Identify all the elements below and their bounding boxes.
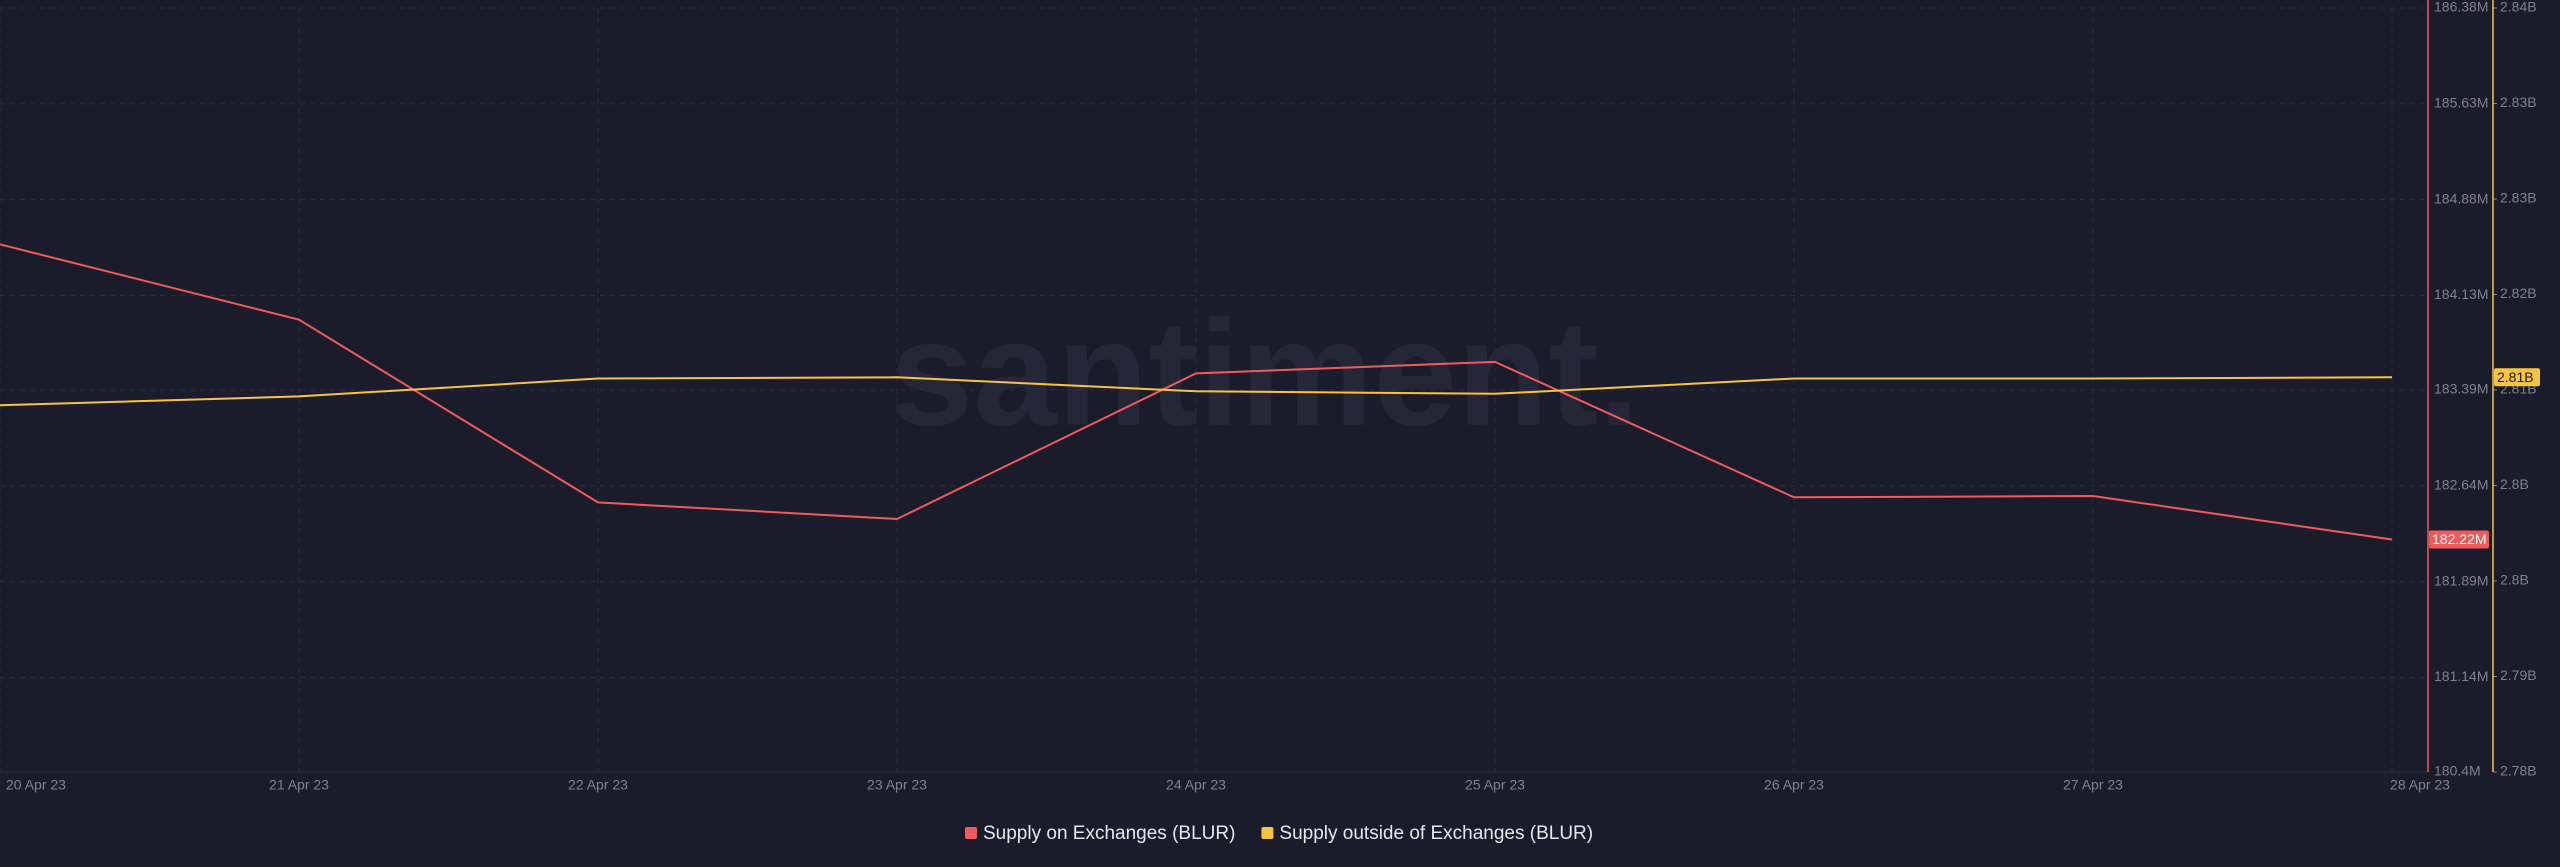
legend-label: Supply on Exchanges (BLUR) bbox=[983, 823, 1235, 844]
value-label: 2.81B bbox=[2497, 369, 2534, 385]
last-value-badge: 2.81B bbox=[2494, 368, 2540, 387]
y-tick-label: 180.4M bbox=[2434, 763, 2481, 779]
y2-tick-label: 2.82B bbox=[2500, 285, 2537, 301]
legend-swatch bbox=[965, 827, 977, 839]
x-tick-label: 22 Apr 23 bbox=[568, 777, 628, 793]
y-tick-label: 184.13M bbox=[2434, 286, 2488, 302]
y2-tick-label: 2.83B bbox=[2500, 190, 2537, 206]
x-tick-label: 23 Apr 23 bbox=[867, 777, 927, 793]
y2-tick-label: 2.78B bbox=[2500, 763, 2537, 779]
badge-bg bbox=[2429, 530, 2489, 549]
x-tick-label: 25 Apr 23 bbox=[1465, 777, 1525, 793]
y2-tick-label: 2.79B bbox=[2500, 667, 2537, 683]
y-tick-label: 181.89M bbox=[2434, 572, 2488, 588]
x-tick-label: 27 Apr 23 bbox=[2063, 777, 2123, 793]
y2-tick-label: 2.83B bbox=[2500, 94, 2537, 110]
x-tick-label: 20 Apr 23 bbox=[6, 777, 66, 793]
x-tick-label: 21 Apr 23 bbox=[269, 777, 329, 793]
y-tick-label: 181.14M bbox=[2434, 668, 2488, 684]
y-tick-label: 186.38M bbox=[2434, 0, 2488, 15]
value-label: 182.22M bbox=[2432, 531, 2486, 547]
badge-bg bbox=[2494, 368, 2540, 387]
legend-label: Supply outside of Exchanges (BLUR) bbox=[1279, 823, 1593, 844]
series-line bbox=[0, 376, 2393, 407]
series-line bbox=[0, 243, 2393, 541]
watermark: santiment. bbox=[890, 289, 1640, 457]
x-tick-label: 26 Apr 23 bbox=[1764, 777, 1824, 793]
last-value-badge: 182.22M bbox=[2429, 530, 2489, 549]
y-tick-label: 182.64M bbox=[2434, 477, 2488, 493]
legend-swatch bbox=[1261, 827, 1274, 839]
y-tick-label: 185.63M bbox=[2434, 95, 2488, 111]
y-tick-label: 184.88M bbox=[2434, 190, 2488, 206]
y2-tick-label: 2.8B bbox=[2500, 476, 2529, 492]
y2-tick-label: 2.84B bbox=[2500, 0, 2537, 15]
x-tick-label: 28 Apr 23 bbox=[2390, 777, 2450, 793]
x-tick-label: 24 Apr 23 bbox=[1166, 777, 1226, 793]
y2-tick-label: 2.8B bbox=[2500, 572, 2529, 588]
y-tick-label: 183.39M bbox=[2434, 381, 2488, 397]
